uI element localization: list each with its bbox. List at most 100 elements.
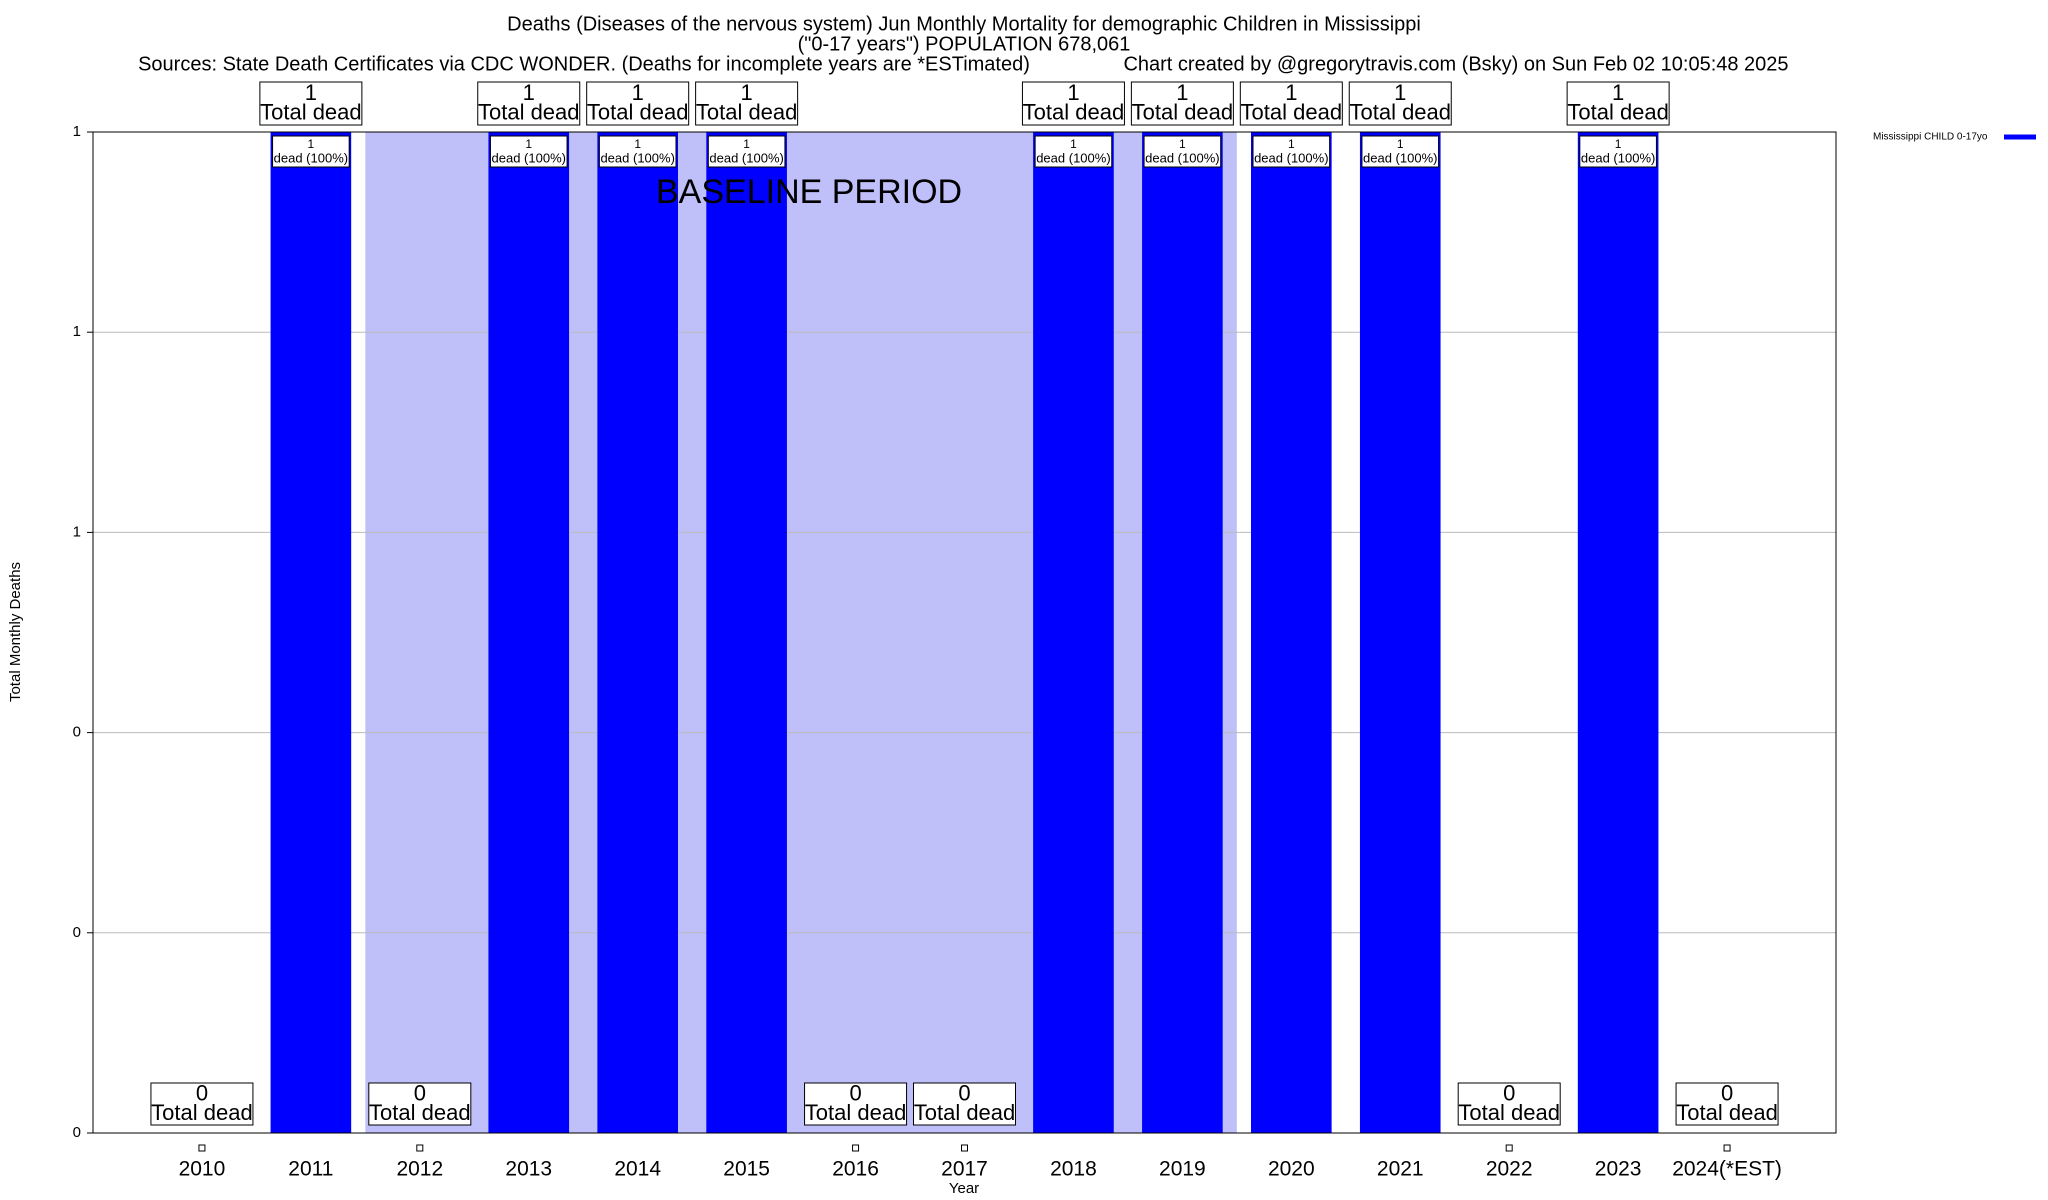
- x-tick-label: 2014: [614, 1158, 661, 1181]
- bar: [1033, 132, 1114, 1133]
- zero-marker: [416, 1144, 424, 1152]
- value-label-box: [1579, 135, 1657, 168]
- value-label: 0: [1503, 1081, 1515, 1106]
- x-tick-label: 2010: [179, 1158, 226, 1181]
- value-label: 0: [958, 1081, 970, 1106]
- value-label-text: dead (100%): [1581, 150, 1655, 165]
- bar: [1142, 132, 1223, 1133]
- value-label-text: Total dead: [151, 1100, 253, 1125]
- value-label: 1: [1612, 80, 1624, 105]
- value-label: 1: [308, 137, 315, 151]
- value-label-box: [1034, 135, 1113, 168]
- value-label-box: [707, 135, 786, 168]
- x-tick-label: 2021: [1377, 1158, 1424, 1181]
- y-tick-label: 0: [73, 1124, 81, 1141]
- x-tick-label: 2017: [941, 1158, 988, 1181]
- value-label-box: [1566, 81, 1670, 126]
- value-label-text: dead (100%): [1363, 150, 1437, 165]
- x-tick-label: 2024(*EST): [1672, 1158, 1782, 1181]
- value-label-text: Total dead: [1349, 100, 1451, 125]
- value-label-text: Total dead: [260, 100, 362, 125]
- value-label-box: [695, 81, 799, 126]
- value-label-box: [1457, 1082, 1561, 1126]
- value-label: 1: [634, 137, 641, 151]
- zero-marker: [1723, 1144, 1731, 1152]
- value-label-text: Total dead: [1241, 100, 1343, 125]
- zero-marker: [198, 1144, 206, 1152]
- value-label-box: [1021, 81, 1125, 126]
- value-label: 1: [741, 80, 753, 105]
- x-tick-label: 2019: [1159, 1158, 1206, 1181]
- y-axis-label: Total Monthly Deaths: [7, 562, 24, 702]
- value-label-text: Total dead: [1676, 1100, 1778, 1125]
- value-label: 1: [1397, 137, 1404, 151]
- x-tick-label: 2016: [832, 1158, 879, 1181]
- value-label: 1: [743, 137, 750, 151]
- value-label-text: dead (100%): [492, 150, 566, 165]
- value-label: 0: [849, 1081, 861, 1106]
- value-label-box: [259, 81, 363, 126]
- bar: [488, 132, 570, 1133]
- legend-label: Mississippi CHILD 0-17yo: [1873, 132, 1988, 143]
- x-tick-label: 2011: [288, 1158, 333, 1181]
- value-label-box: [1143, 135, 1222, 168]
- value-label-text: dead (100%): [1036, 150, 1110, 165]
- value-label-box: [598, 135, 677, 168]
- value-label-box: [1130, 81, 1234, 126]
- y-tick-label: 0: [73, 924, 81, 941]
- value-label-text: dead (100%): [600, 150, 674, 165]
- value-label-text: Total dead: [1023, 100, 1125, 125]
- value-label-box: [477, 81, 581, 126]
- value-label: 1: [1285, 80, 1297, 105]
- x-tick-label: 2013: [505, 1158, 552, 1181]
- bar: [1251, 132, 1332, 1133]
- value-label-box: [150, 1082, 254, 1126]
- value-label: 1: [523, 80, 535, 105]
- value-label-text: Total dead: [1132, 100, 1234, 125]
- bar: [597, 132, 678, 1133]
- x-tick-label: 2012: [396, 1158, 443, 1181]
- value-label: 1: [1067, 80, 1079, 105]
- value-label-box: [1348, 81, 1452, 126]
- x-tick-label: 2020: [1268, 1158, 1315, 1181]
- value-label-text: Total dead: [1567, 100, 1669, 125]
- x-axis-label: Year: [949, 1180, 979, 1197]
- value-label-box: [913, 1082, 1016, 1126]
- chart-subtitle: ("0-17 years") POPULATION 678,061: [798, 33, 1131, 55]
- value-label-box: [1252, 135, 1331, 168]
- y-tick-label: 1: [73, 323, 81, 340]
- bar: [1359, 132, 1441, 1133]
- value-label-box: [1361, 135, 1440, 168]
- value-label: 0: [196, 1081, 208, 1106]
- bar: [270, 132, 352, 1133]
- value-label-box: [586, 81, 690, 126]
- chart-title: Deaths (Diseases of the nervous system) …: [507, 13, 1421, 35]
- value-label-text: Total dead: [914, 1100, 1016, 1125]
- value-label-box: [489, 135, 568, 168]
- value-label-text: Total dead: [587, 100, 689, 125]
- value-label-text: dead (100%): [709, 150, 783, 165]
- bar: [706, 132, 787, 1133]
- x-tick-label: 2023: [1595, 1158, 1642, 1181]
- baseline-label: BASELINE PERIOD: [656, 173, 962, 211]
- value-label-box: [804, 1082, 908, 1126]
- zero-marker: [852, 1144, 860, 1152]
- value-label: 0: [1721, 1081, 1733, 1106]
- value-label-text: Total dead: [1458, 1100, 1560, 1125]
- value-label-box: [1239, 81, 1343, 126]
- value-label: 1: [1179, 137, 1186, 151]
- value-label: 1: [1288, 137, 1295, 151]
- plot-frame: [92, 131, 1837, 1134]
- value-label: 1: [632, 80, 644, 105]
- value-label-text: Total dead: [478, 100, 580, 125]
- x-tick-label: 2015: [723, 1158, 770, 1181]
- value-label-text: dead (100%): [1254, 150, 1328, 165]
- value-label-text: Total dead: [696, 100, 798, 125]
- value-label: 1: [305, 80, 317, 105]
- sources: Sources: State Death Certificates via CD…: [138, 53, 1030, 75]
- y-tick-label: 0: [73, 724, 81, 741]
- value-label-box: [368, 1082, 472, 1126]
- zero-marker: [1505, 1144, 1513, 1152]
- value-label-text: Total dead: [369, 1100, 471, 1125]
